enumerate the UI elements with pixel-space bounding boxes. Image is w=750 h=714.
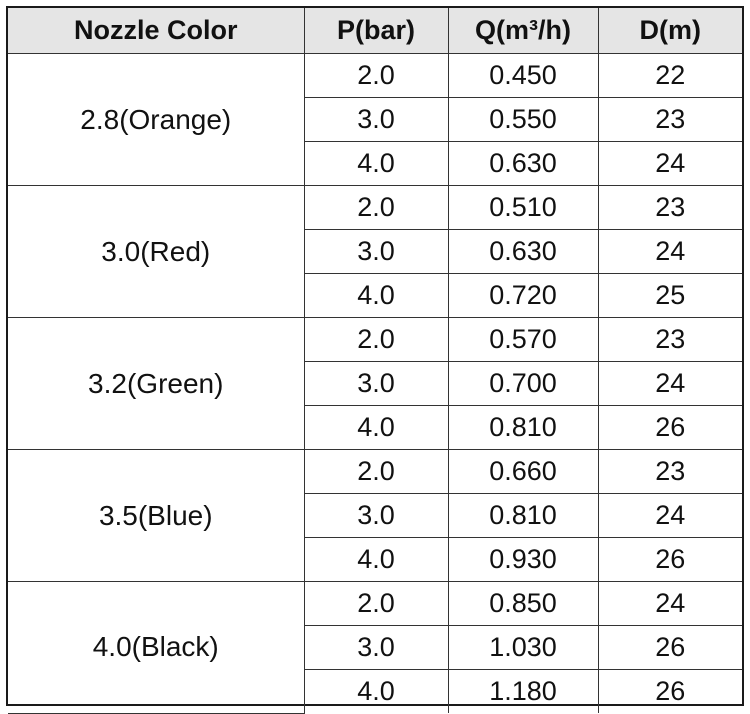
diameter-cell: 23 [597, 449, 742, 494]
diameter-cell: 24 [597, 493, 742, 538]
nozzle-performance-table: Nozzle Color P(bar) Q(m³/h) D(m) 2.8(Ora… [8, 8, 742, 714]
pressure-cell: 2.0 [303, 185, 449, 230]
flow-cell: 0.810 [447, 405, 599, 450]
table-body: 2.8(Orange) 2.0 0.450 22 3.0 0.550 23 4.0 0.630 2… [8, 53, 742, 714]
flow-cell: 0.450 [447, 53, 599, 98]
flow-cell: 0.930 [447, 537, 599, 582]
table-row: 4.0 0.930 26 [8, 537, 742, 582]
diameter-cell: 23 [597, 317, 742, 362]
table-row: 4.0 1.180 26 [8, 669, 742, 713]
table-frame: Nozzle Color P(bar) Q(m³/h) D(m) 2.8(Ora… [6, 6, 744, 714]
diameter-cell: 22 [597, 53, 742, 98]
pressure-cell: 4.0 [303, 273, 449, 318]
header-row: Nozzle Color P(bar) Q(m³/h) D(m) [8, 8, 742, 54]
flow-cell: 0.630 [447, 141, 599, 186]
header-nozzle-color: Nozzle Color [8, 8, 305, 54]
diameter-cell: 23 [597, 97, 742, 142]
pressure-cell: 2.0 [303, 53, 449, 98]
nozzle-color-cell: 4.0(Black) [8, 581, 305, 714]
pressure-cell: 2.0 [303, 581, 449, 626]
table-row: 3.0 0.810 24 [8, 493, 742, 538]
table-row: 3.0 0.630 24 [8, 229, 742, 274]
pressure-cell: 4.0 [303, 405, 449, 450]
flow-cell: 0.630 [447, 229, 599, 274]
pressure-cell: 3.0 [303, 493, 449, 538]
diameter-cell: 25 [597, 273, 742, 318]
header-pressure: P(bar) [303, 8, 449, 54]
nozzle-color-cell: 3.2(Green) [8, 317, 305, 450]
flow-cell: 0.510 [447, 185, 599, 230]
table-row: 4.0 0.720 25 [8, 273, 742, 318]
flow-cell: 0.700 [447, 361, 599, 406]
diameter-cell: 24 [597, 141, 742, 186]
table-row: 3.0(Red) 2.0 0.510 23 [8, 185, 742, 318]
flow-cell: 1.180 [447, 669, 599, 713]
nozzle-color-cell: 3.5(Blue) [8, 449, 305, 582]
table-row: 3.0 1.030 26 [8, 625, 742, 670]
pressure-cell: 4.0 [303, 537, 449, 582]
table-row: 4.0 0.630 24 [8, 141, 742, 186]
header-flow: Q(m³/h) [447, 8, 599, 54]
table-row: 3.0 0.550 23 [8, 97, 742, 142]
flow-cell: 0.810 [447, 493, 599, 538]
nozzle-color-cell: 3.0(Red) [8, 185, 305, 318]
diameter-cell: 26 [597, 405, 742, 450]
flow-cell: 0.720 [447, 273, 599, 318]
nozzle-color-cell: 2.8(Orange) [8, 53, 305, 186]
header-diameter: D(m) [597, 8, 742, 54]
diameter-cell: 24 [597, 361, 742, 406]
diameter-cell: 26 [597, 537, 742, 582]
pressure-cell: 3.0 [303, 229, 449, 274]
pressure-cell: 3.0 [303, 97, 449, 142]
pressure-cell: 2.0 [303, 317, 449, 362]
pressure-cell: 4.0 [303, 669, 449, 713]
table-row: 2.8(Orange) 2.0 0.450 22 [8, 53, 742, 186]
pressure-cell: 2.0 [303, 449, 449, 494]
diameter-cell: 24 [597, 229, 742, 274]
flow-cell: 0.850 [447, 581, 599, 626]
table-row: 3.2(Green) 2.0 0.570 23 [8, 317, 742, 450]
diameter-cell: 26 [597, 669, 742, 713]
diameter-cell: 26 [597, 625, 742, 670]
flow-cell: 0.550 [447, 97, 599, 142]
pressure-cell: 4.0 [303, 141, 449, 186]
flow-cell: 0.660 [447, 449, 599, 494]
pressure-cell: 3.0 [303, 625, 449, 670]
diameter-cell: 23 [597, 185, 742, 230]
table-row: 4.0(Black) 2.0 0.850 24 [8, 581, 742, 714]
diameter-cell: 24 [597, 581, 742, 626]
table-row: 3.5(Blue) 2.0 0.660 23 [8, 449, 742, 582]
flow-cell: 0.570 [447, 317, 599, 362]
pressure-cell: 3.0 [303, 361, 449, 406]
flow-cell: 1.030 [447, 625, 599, 670]
